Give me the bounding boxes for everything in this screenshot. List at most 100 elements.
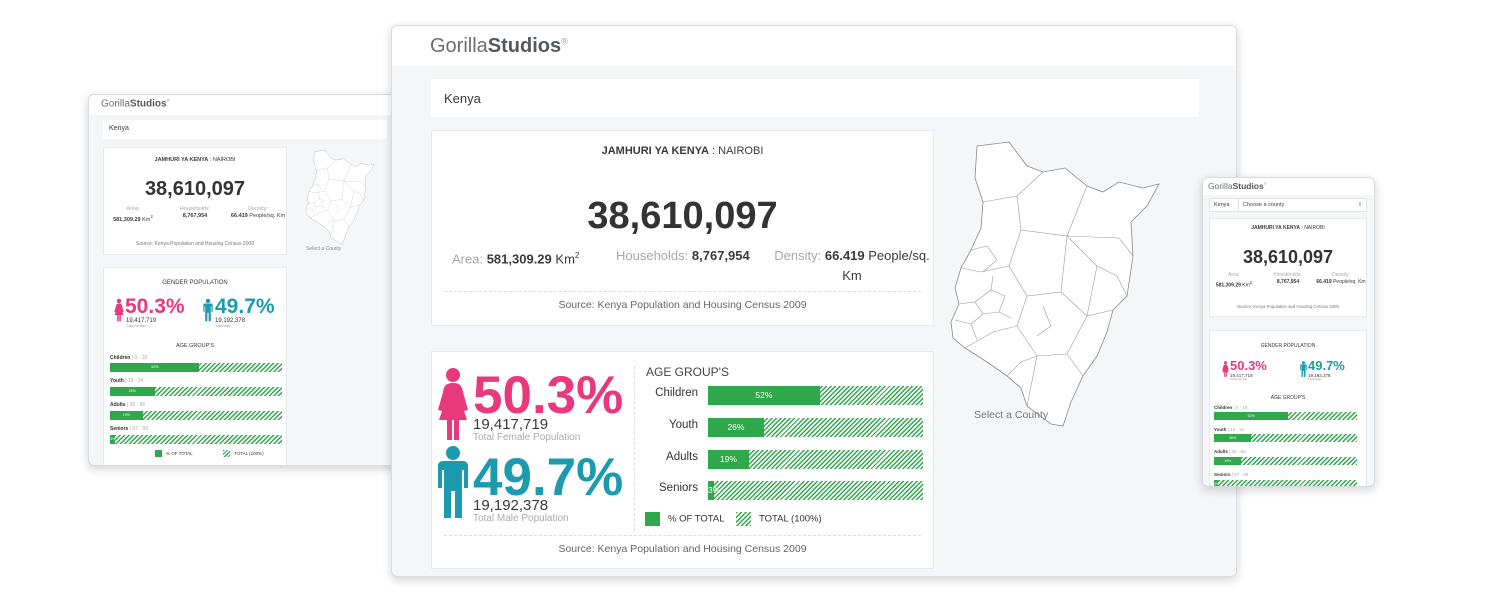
legend-total: TOTAL (100%) bbox=[736, 512, 822, 527]
density-stat: Density: 66.419 People/sq. Km bbox=[230, 206, 286, 219]
age-label-children: Children | 0 - 18 bbox=[110, 355, 148, 361]
chevron-updown-icon: ⇕ bbox=[1357, 202, 1362, 208]
legend-swatch-hatched bbox=[223, 450, 230, 458]
age-label-youth: Youth bbox=[669, 419, 698, 431]
female-count: 19,417,719 Total Female bbox=[1230, 373, 1253, 381]
age-groups-title: AGE GROUP'S bbox=[175, 343, 215, 349]
gender-age-card: GENDER POPULATION 50.3% 19,417,719 Total … bbox=[103, 267, 287, 465]
card-title: JAMHURI YA KENYA : NAIROBI bbox=[154, 157, 236, 163]
country-search-field[interactable]: Kenya bbox=[103, 120, 387, 139]
male-count: 19,192,378 Total Male Population bbox=[473, 497, 569, 524]
brand-logo: GorillaStudios® bbox=[1208, 181, 1267, 191]
county-select[interactable]: Choose a county ⇕ bbox=[1238, 198, 1367, 212]
legend-pct-of-total: % OF TOTAL bbox=[645, 512, 725, 527]
brand-logo: GorillaStudios® bbox=[430, 35, 568, 57]
age-bar-fill: 52% bbox=[1214, 412, 1289, 420]
age-bar-fill: 19% bbox=[708, 450, 749, 469]
age-bar-youth: 26% bbox=[708, 418, 923, 437]
gender-age-card: GENDER POPULATION 50.3% 19,417,719 Total … bbox=[1209, 330, 1367, 486]
brand-logo: GorillaStudios® bbox=[101, 98, 170, 110]
country-search-field[interactable]: Kenya bbox=[1209, 198, 1239, 212]
age-bar-fill: 3% bbox=[1214, 480, 1220, 486]
male-figure-icon bbox=[203, 298, 213, 322]
legend-total: TOTAL (100%) bbox=[223, 450, 264, 458]
divider bbox=[444, 291, 921, 292]
card-title: JAMHURI YA KENYA : NAIROBI bbox=[601, 145, 764, 157]
male-percentage: 49.7% bbox=[215, 295, 275, 318]
census-summary-card: JAMHURI YA KENYA : NAIROBI 38,610,097 Ar… bbox=[1209, 218, 1367, 317]
select-county-label: Select a County bbox=[306, 246, 342, 252]
female-count: 19,417,719 Total Female Population bbox=[473, 416, 581, 443]
households-stat: Households: 8,767,954 bbox=[179, 206, 211, 219]
gender-title: GENDER POPULATION bbox=[1260, 343, 1316, 349]
age-bar-youth: 26% bbox=[110, 387, 282, 396]
gender-title: GENDER POPULATION bbox=[162, 280, 228, 286]
age-bar-fill: 19% bbox=[110, 411, 143, 420]
age-bar-youth: 26% bbox=[1214, 434, 1357, 442]
female-figure-icon bbox=[438, 368, 468, 440]
header: GorillaStudios® bbox=[392, 26, 1236, 66]
female-percentage: 50.3% bbox=[473, 366, 624, 425]
households-stat: Households: 8,767,954 bbox=[616, 248, 750, 263]
age-bar-children: 52% bbox=[110, 363, 282, 372]
census-source: Source: Kenya Population and Housing Cen… bbox=[135, 241, 255, 247]
main-dashboard-window: GorillaStudios® Kenya JAMHURI YA KENYA :… bbox=[391, 25, 1237, 577]
male-figure-icon bbox=[1300, 361, 1307, 377]
card-title: JAMHURI YA KENYA : NAIROBI bbox=[1251, 225, 1325, 231]
kenya-county-map[interactable] bbox=[301, 145, 381, 250]
age-label-seniors: Seniors | 67 - 99 bbox=[110, 426, 148, 432]
legend-swatch-solid bbox=[645, 512, 660, 526]
area-stat: Area: 581,309.29 Km2 bbox=[113, 206, 153, 223]
age-bar-seniors: 3% bbox=[1214, 480, 1357, 486]
age-bar-children: 52% bbox=[708, 386, 923, 405]
age-bar-fill: 52% bbox=[708, 386, 820, 405]
census-summary-card: JAMHURI YA KENYA : NAIROBI 38,610,097 Ar… bbox=[431, 130, 934, 326]
header: GorillaStudios® bbox=[89, 95, 401, 115]
divider bbox=[634, 366, 635, 531]
country-search-field[interactable]: Kenya bbox=[431, 79, 1199, 117]
female-percentage: 50.3% bbox=[1230, 358, 1267, 373]
age-label-adults: Adults | 35 - 66 bbox=[1214, 449, 1246, 454]
male-percentage: 49.7% bbox=[1308, 358, 1345, 373]
kenya-county-map[interactable] bbox=[947, 126, 1169, 446]
select-county-label: Select a County bbox=[974, 409, 1049, 421]
age-label-seniors: Seniors bbox=[659, 482, 698, 494]
male-count: 19,192,378 Total Male bbox=[215, 318, 246, 328]
census-source: Source: Kenya Population and Housing Cen… bbox=[558, 299, 807, 311]
households-stat: Households: 8,767,954 bbox=[1274, 272, 1302, 285]
age-bar-seniors: 3% bbox=[708, 481, 923, 500]
age-label-children: Children bbox=[655, 387, 698, 399]
male-count: 19,192,378 Total Male bbox=[1308, 373, 1331, 381]
legend-swatch-hatched bbox=[736, 512, 751, 526]
age-label-youth: Youth | 19 - 34 bbox=[110, 378, 144, 384]
age-groups-title: AGE GROUP'S bbox=[1270, 395, 1306, 401]
area-stat: Area: 581,309.29 Km2 bbox=[1215, 272, 1253, 289]
population-total: 38,610,097 bbox=[144, 178, 246, 200]
legend-pct-of-total: % OF TOTAL bbox=[155, 450, 193, 458]
age-bar-fill: 26% bbox=[1214, 434, 1252, 442]
age-bar-fill: 26% bbox=[708, 418, 764, 437]
male-figure-icon bbox=[438, 446, 468, 518]
female-count: 19,417,719 Total Female bbox=[126, 318, 157, 328]
age-bar-fill: 3% bbox=[110, 435, 115, 444]
density-stat: Density: 66.419 People/sq. Km bbox=[1316, 272, 1366, 285]
desktop-preview-window: GorillaStudios® Kenya JAMHURI YA KENYA :… bbox=[88, 94, 402, 466]
age-label-seniors: Seniors | 67 - 99 bbox=[1214, 472, 1249, 477]
census-source: Source: Kenya Population and Housing Cen… bbox=[1237, 304, 1339, 309]
gender-age-card: 50.3% 19,417,719 Total Female Population … bbox=[431, 351, 934, 569]
age-bar-adults: 19% bbox=[1214, 457, 1357, 465]
age-bar-fill: 3% bbox=[708, 481, 720, 500]
age-bar-adults: 19% bbox=[708, 450, 923, 469]
age-label-adults: Adults bbox=[666, 451, 698, 463]
age-bar-fill: 19% bbox=[1214, 457, 1242, 465]
female-percentage: 50.3% bbox=[125, 295, 185, 318]
divider bbox=[444, 535, 921, 536]
density-stat: Density: 66.419 People/sq. Km bbox=[774, 248, 930, 283]
legend-swatch-solid bbox=[155, 450, 162, 458]
population-total: 38,610,097 bbox=[1242, 247, 1334, 267]
population-total: 38,610,097 bbox=[587, 195, 778, 237]
area-stat: Area: 581,309.29 Km2 bbox=[452, 251, 580, 267]
age-groups-title: AGE GROUP'S bbox=[646, 365, 729, 379]
age-bar-seniors: 3% bbox=[110, 435, 282, 444]
census-source: Source: Kenya Population and Housing Cen… bbox=[558, 543, 807, 555]
